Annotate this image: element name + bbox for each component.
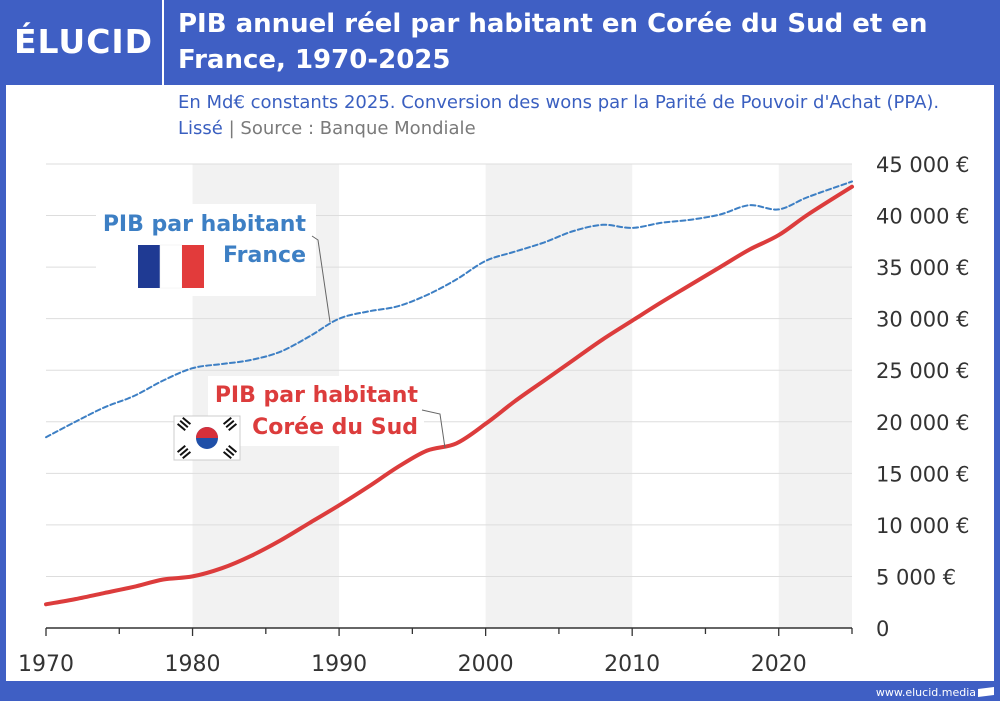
y-tick-label: 20 000 € [876,411,970,435]
flag-korea-trigram-bar [225,448,235,456]
x-tick-label: 2010 [604,652,660,677]
chart-subtitle: En Md€ constants 2025. Conversion des wo… [178,90,988,142]
flag-korea-trigram-bar [176,423,186,432]
y-tick-label: 35 000 € [876,256,970,280]
korea-series-label: Corée du Sud [252,415,418,440]
flag-korea-trigram [222,444,238,460]
flag-korea-trigram-bar [222,451,232,460]
flag-korea-trigram-bar [179,448,189,456]
x-tick-label: 2020 [751,652,807,677]
flag-korea-trigram [176,444,192,460]
korea-label-box [208,376,424,446]
y-tick-label: 10 000 € [876,514,970,538]
subtitle-text: En Md€ constants 2025. Conversion des wo… [178,92,940,139]
flag-korea-trigram [176,416,192,432]
flag-korea-trigram-bar [182,451,192,460]
elucid-logo: ÉLUCID [14,22,154,61]
flag-korea-trigram-bar [182,416,192,425]
decade-band [485,164,633,628]
y-tick-label: 15 000 € [876,462,970,486]
france-label-box [96,204,316,296]
elucid-flag-icon [978,687,994,697]
flag-korea-taegeuk-red [196,427,218,438]
y-tick-label: 25 000 € [876,359,970,383]
y-tick-label: 5 000 € [876,565,956,589]
france-leader-line [311,235,331,323]
flag-korea-trigram [222,416,238,432]
chart-title: PIB annuel réel par habitant en Corée du… [178,9,928,75]
flag-korea-trigram-bar [179,420,189,428]
flag-korea-trigram-bar [225,420,235,428]
flag-france-blue [138,245,160,288]
y-tick-label: 0 [876,617,889,641]
korea-series-label: PIB par habitant [215,383,419,408]
france-series-label: France [223,243,306,268]
source-text: Source : Banque Mondiale [240,118,476,139]
decade-band [778,164,852,628]
header-divider [162,0,164,85]
series-line-france [45,180,853,439]
flag-korea-trigram-bar [228,423,238,432]
y-tick-label: 40 000 € [876,205,970,229]
x-tick-label: 1990 [311,652,367,677]
series-line-south-korea [44,184,854,607]
y-tick-label: 45 000 € [876,153,970,177]
flag-korea-trigram-bar [228,444,238,453]
x-tick-label: 1980 [165,652,221,677]
subtitle-separator: | [228,118,235,139]
flag-france-white [159,244,183,289]
flag-korea-trigram-bar [176,444,186,453]
korea-leader-line [421,409,446,449]
x-tick-label: 2000 [458,652,514,677]
france-series-label: PIB par habitant [103,212,307,237]
x-tick-label: 1970 [18,652,74,677]
flag-korea-trigram-bar [222,416,232,425]
y-tick-label: 30 000 € [876,308,970,332]
flag-france-red [182,245,204,288]
footer-url: www.elucid.media [875,686,976,699]
header-bar: ÉLUCID PIB annuel réel par habitant en C… [0,0,1000,85]
